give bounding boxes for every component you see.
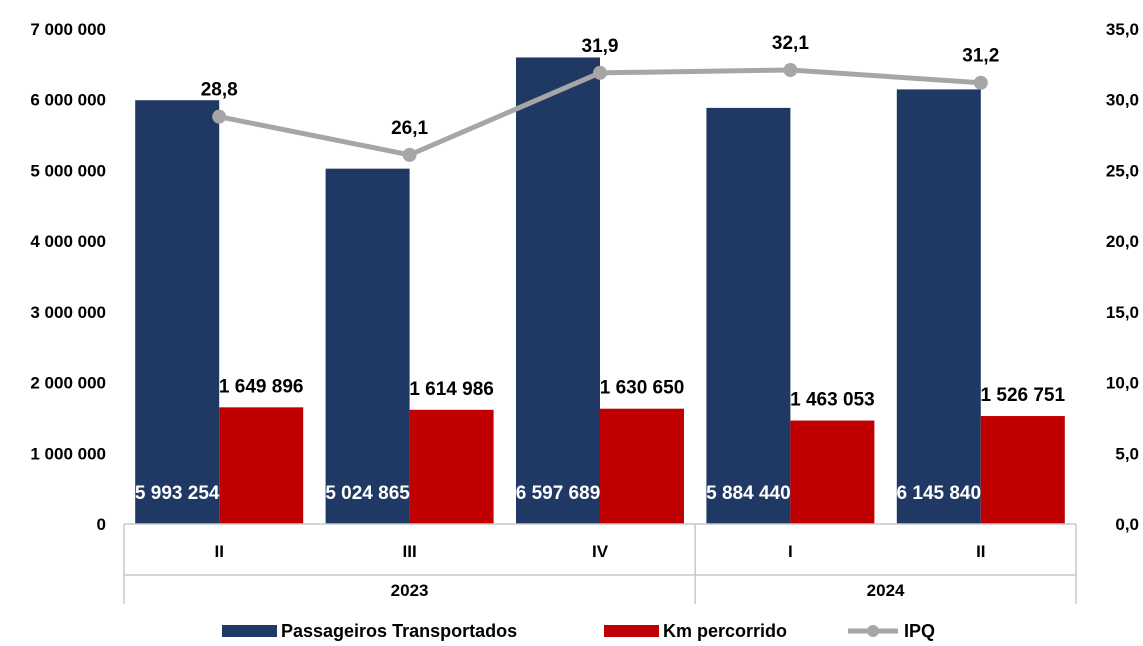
y-right-tick-label: 10,0	[1106, 374, 1139, 393]
ipq-point	[212, 109, 227, 124]
y-left-tick-label: 4 000 000	[30, 232, 106, 251]
bar-km-label: 1 649 896	[219, 376, 304, 397]
ipq-point	[783, 63, 798, 78]
bar-km-label: 1 526 751	[981, 385, 1066, 406]
bar-passageiros-label: 5 024 865	[325, 483, 410, 504]
y-left-tick-label: 7 000 000	[30, 20, 106, 39]
y-right-tick-label: 35,0	[1106, 20, 1139, 39]
x-tick-label: II	[214, 542, 223, 561]
y-right-tick-label: 20,0	[1106, 232, 1139, 251]
ipq-point	[593, 65, 607, 80]
bar-km	[790, 420, 875, 524]
y-right-tick-label: 25,0	[1106, 161, 1139, 180]
y-right-tick-label: 30,0	[1106, 91, 1139, 110]
y-right-tick-label: 0,0	[1115, 515, 1139, 534]
legend-swatch-ipq-marker	[867, 625, 879, 637]
x-group-label: 2024	[867, 581, 905, 600]
bar-km	[600, 408, 684, 524]
legend-label-ipq: IPQ	[904, 621, 935, 641]
ipq-point	[973, 75, 988, 90]
y-left-tick-label: 0	[97, 515, 106, 534]
legend-label-km: Km percorrido	[663, 621, 787, 641]
x-group-label: 2023	[391, 581, 429, 600]
bar-km-label: 1 463 053	[790, 390, 875, 411]
legend-label-passageiros: Passageiros Transportados	[281, 621, 517, 641]
bar-km-label: 1 630 650	[600, 378, 685, 399]
y-left-tick-label: 5 000 000	[30, 161, 106, 180]
y-left-tick-label: 2 000 000	[30, 374, 106, 393]
x-tick-label: I	[788, 542, 793, 561]
bar-passageiros	[135, 100, 220, 525]
x-tick-label: III	[403, 542, 417, 561]
y-left-tick-label: 1 000 000	[30, 444, 106, 463]
bar-passageiros-label: 6 145 840	[897, 483, 982, 504]
bar-passageiros	[325, 168, 410, 524]
bar-passageiros	[896, 89, 981, 525]
bar-passageiros	[706, 107, 791, 524]
bar-km	[980, 416, 1065, 524]
ipq-label: 26,1	[391, 118, 428, 139]
bar-passageiros-label: 5 884 440	[706, 483, 791, 504]
x-tick-label: IV	[592, 542, 609, 561]
ipq-label: 28,8	[201, 80, 238, 101]
bar-passageiros-label: 6 597 689	[516, 483, 601, 504]
bar-km-label: 1 614 986	[409, 379, 494, 400]
legend-swatch-km	[604, 625, 659, 637]
y-right-tick-label: 5,0	[1115, 444, 1139, 463]
y-left-tick-label: 6 000 000	[30, 91, 106, 110]
bar-passageiros-label: 5 993 254	[135, 483, 220, 504]
bar-km	[219, 407, 304, 524]
ipq-label: 32,1	[772, 33, 809, 54]
y-left-tick-label: 3 000 000	[30, 303, 106, 322]
ipq-label: 31,9	[582, 36, 619, 57]
ipq-point	[402, 147, 417, 162]
legend-swatch-passageiros	[222, 625, 277, 637]
y-right-tick-label: 15,0	[1106, 303, 1139, 322]
bar-passageiros	[516, 57, 600, 525]
bar-km	[409, 409, 494, 524]
x-tick-label: II	[976, 542, 985, 561]
ipq-label: 31,2	[962, 46, 999, 67]
